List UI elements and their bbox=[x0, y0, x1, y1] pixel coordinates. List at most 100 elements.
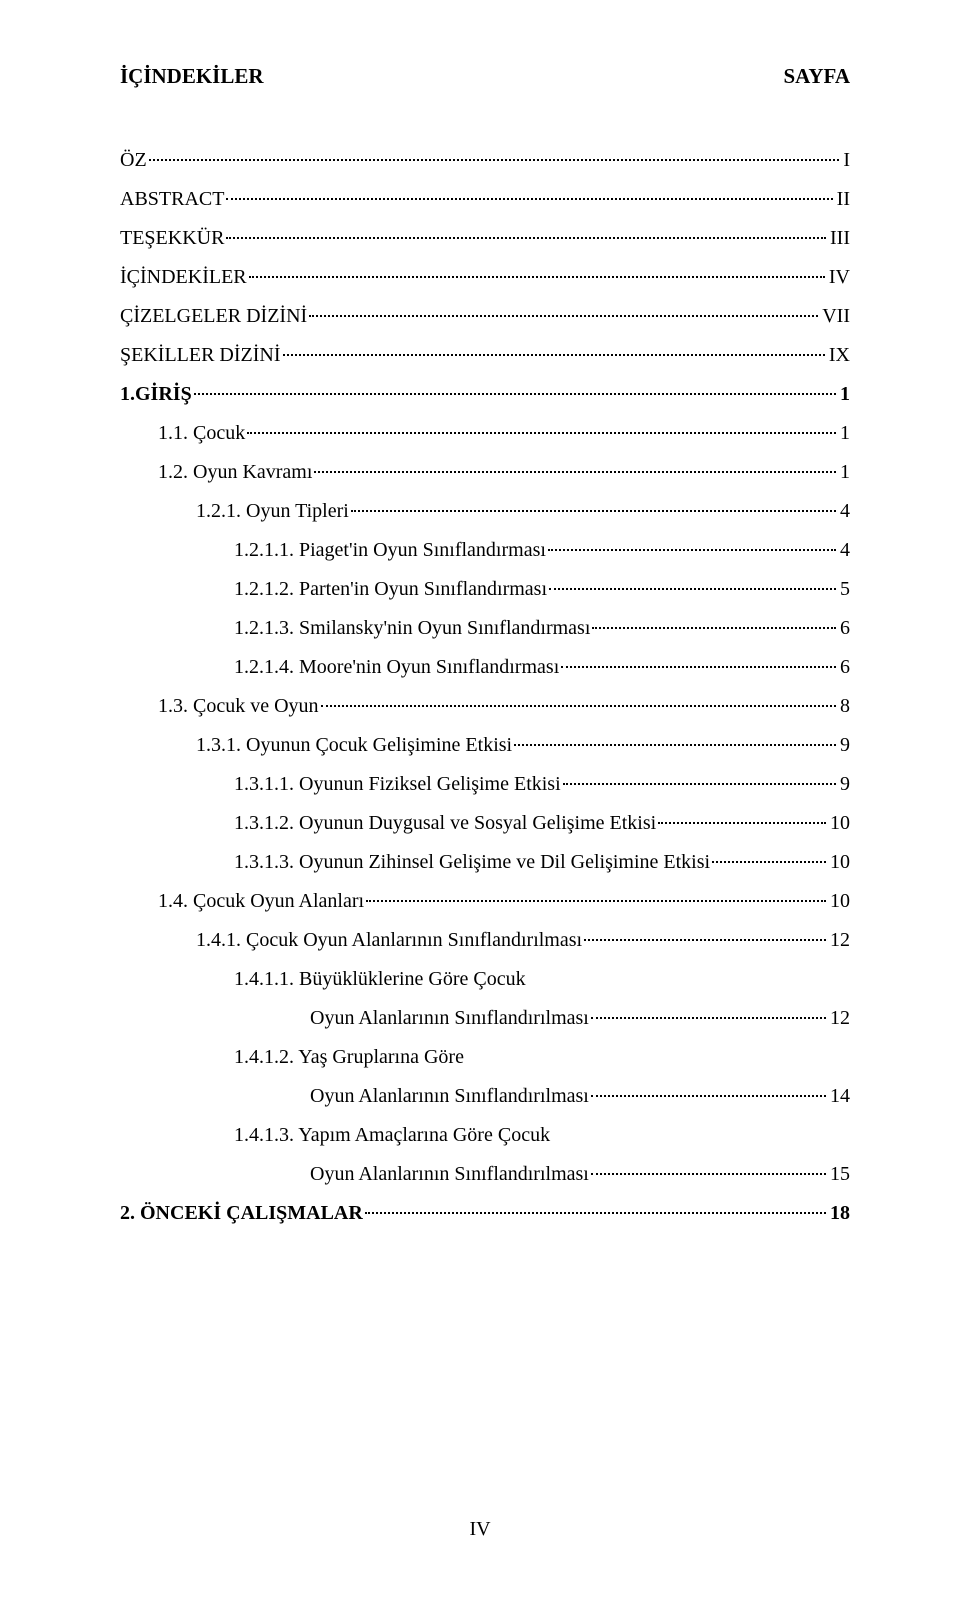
toc-label: 2. ÖNCEKİ ÇALIŞMALAR bbox=[120, 1194, 363, 1233]
toc-entry: Oyun Alanlarının Sınıflandırılması 15 bbox=[120, 1155, 850, 1194]
toc-label: 1.2. Oyun Kavramı bbox=[158, 453, 312, 492]
toc-leader bbox=[584, 939, 826, 941]
toc-leader bbox=[321, 705, 836, 707]
toc-page: 8 bbox=[838, 687, 850, 726]
toc-page: 18 bbox=[828, 1194, 850, 1233]
toc-label: 1.1. Çocuk bbox=[158, 414, 245, 453]
toc-entry: Oyun Alanlarının Sınıflandırılması12 bbox=[120, 999, 850, 1038]
toc-entry: 1.2.1.2. Parten'in Oyun Sınıflandırması 5 bbox=[120, 570, 850, 609]
toc-label: Oyun Alanlarının Sınıflandırılması bbox=[310, 1155, 589, 1194]
toc-label: 1.4.1. Çocuk Oyun Alanlarının Sınıflandı… bbox=[196, 921, 582, 960]
toc-page: 9 bbox=[838, 726, 850, 765]
toc-label: 1.2.1.4. Moore'nin Oyun Sınıflandırması bbox=[234, 648, 559, 687]
page-number: IV bbox=[0, 1510, 960, 1549]
toc-leader bbox=[563, 783, 836, 785]
table-of-contents: ÖZIABSTRACTIITEŞEKKÜRIIIİÇİNDEKİLERIVÇİZ… bbox=[120, 141, 850, 1233]
toc-leader bbox=[658, 822, 826, 824]
toc-leader bbox=[712, 861, 826, 863]
toc-label: 1.3.1.1. Oyunun Fiziksel Gelişime Etkisi bbox=[234, 765, 561, 804]
toc-page: 15 bbox=[828, 1155, 850, 1194]
toc-leader bbox=[366, 900, 826, 902]
toc-page: 6 bbox=[838, 648, 850, 687]
toc-entry: 1.4.1.1. Büyüklüklerine Göre Çocuk bbox=[120, 960, 850, 999]
toc-leader bbox=[149, 159, 840, 161]
toc-leader bbox=[548, 549, 836, 551]
toc-page: IX bbox=[827, 336, 850, 375]
toc-entry: 1.3.1.2. Oyunun Duygusal ve Sosyal Geliş… bbox=[120, 804, 850, 843]
toc-entry: 1.3.1.3. Oyunun Zihinsel Gelişime ve Dil… bbox=[120, 843, 850, 882]
toc-entry: 1.1. Çocuk 1 bbox=[120, 414, 850, 453]
toc-leader bbox=[591, 1017, 826, 1019]
toc-entry: 1.2.1.3. Smilansky'nin Oyun Sınıflandırm… bbox=[120, 609, 850, 648]
toc-page: I bbox=[841, 141, 850, 180]
toc-leader bbox=[365, 1212, 826, 1214]
toc-page: 1 bbox=[838, 453, 850, 492]
toc-label: Oyun Alanlarının Sınıflandırılması bbox=[310, 999, 589, 1038]
toc-label: 1.2.1.3. Smilansky'nin Oyun Sınıflandırm… bbox=[234, 609, 590, 648]
toc-label: 1.3. Çocuk ve Oyun bbox=[158, 687, 319, 726]
toc-page: 4 bbox=[838, 492, 850, 531]
toc-page: 1 bbox=[838, 375, 850, 414]
toc-label: TEŞEKKÜR bbox=[120, 219, 224, 258]
toc-entry: ABSTRACT II bbox=[120, 180, 850, 219]
toc-page: 9 bbox=[838, 765, 850, 804]
toc-label: ŞEKİLLER DİZİNİ bbox=[120, 336, 281, 375]
toc-leader bbox=[247, 432, 836, 434]
toc-page: 14 bbox=[828, 1077, 850, 1116]
toc-page: 10 bbox=[828, 882, 850, 921]
toc-page: VII bbox=[820, 297, 850, 336]
toc-label: Oyun Alanlarının Sınıflandırılması bbox=[310, 1077, 589, 1116]
toc-leader bbox=[283, 354, 825, 356]
toc-entry: 1.4.1.2. Yaş Gruplarına Göre bbox=[120, 1038, 850, 1077]
toc-entry: Oyun Alanlarının Sınıflandırılması 14 bbox=[120, 1077, 850, 1116]
toc-label: ABSTRACT bbox=[120, 180, 224, 219]
toc-entry: 1.4.1.3. Yapım Amaçlarına Göre Çocuk bbox=[120, 1116, 850, 1155]
toc-entry: TEŞEKKÜR III bbox=[120, 219, 850, 258]
toc-entry: 1.GİRİŞ 1 bbox=[120, 375, 850, 414]
toc-leader bbox=[226, 237, 826, 239]
header-right: SAYFA bbox=[783, 56, 850, 97]
toc-page: 6 bbox=[838, 609, 850, 648]
toc-label: 1.4. Çocuk Oyun Alanları bbox=[158, 882, 364, 921]
toc-label: ÇİZELGELER DİZİNİ bbox=[120, 297, 307, 336]
toc-label: 1.4.1.2. Yaş Gruplarına Göre bbox=[234, 1038, 464, 1077]
toc-page: 10 bbox=[828, 804, 850, 843]
toc-label: 1.GİRİŞ bbox=[120, 375, 192, 414]
toc-label: 1.3.1.2. Oyunun Duygusal ve Sosyal Geliş… bbox=[234, 804, 656, 843]
toc-page: 4 bbox=[838, 531, 850, 570]
toc-page: II bbox=[835, 180, 850, 219]
toc-label: 1.4.1.3. Yapım Amaçlarına Göre Çocuk bbox=[234, 1116, 550, 1155]
toc-leader bbox=[351, 510, 836, 512]
toc-entry: 1.4.1. Çocuk Oyun Alanlarının Sınıflandı… bbox=[120, 921, 850, 960]
toc-page: 10 bbox=[828, 843, 850, 882]
toc-leader bbox=[249, 276, 825, 278]
toc-leader bbox=[591, 1095, 826, 1097]
toc-label: 1.2.1.1. Piaget'in Oyun Sınıflandırması bbox=[234, 531, 546, 570]
toc-entry: 1.2.1.4. Moore'nin Oyun Sınıflandırması 6 bbox=[120, 648, 850, 687]
toc-leader bbox=[514, 744, 836, 746]
toc-entry: 1.4. Çocuk Oyun Alanları 10 bbox=[120, 882, 850, 921]
toc-leader bbox=[549, 588, 836, 590]
toc-entry: 1.3.1.1. Oyunun Fiziksel Gelişime Etkisi… bbox=[120, 765, 850, 804]
toc-label: 1.2.1. Oyun Tipleri bbox=[196, 492, 349, 531]
toc-entry: 1.2.1.1. Piaget'in Oyun Sınıflandırması 4 bbox=[120, 531, 850, 570]
toc-page: III bbox=[828, 219, 850, 258]
toc-page: IV bbox=[827, 258, 850, 297]
toc-page: 12 bbox=[828, 921, 850, 960]
toc-entry: 1.3.1. Oyunun Çocuk Gelişimine Etkisi 9 bbox=[120, 726, 850, 765]
header-row: İÇİNDEKİLER SAYFA bbox=[120, 56, 850, 97]
toc-leader bbox=[194, 393, 836, 395]
toc-entry: ÇİZELGELER DİZİNİ VII bbox=[120, 297, 850, 336]
toc-label: 1.3.1. Oyunun Çocuk Gelişimine Etkisi bbox=[196, 726, 512, 765]
toc-leader bbox=[314, 471, 836, 473]
toc-label: İÇİNDEKİLER bbox=[120, 258, 247, 297]
toc-leader bbox=[591, 1173, 826, 1175]
toc-entry: 2. ÖNCEKİ ÇALIŞMALAR 18 bbox=[120, 1194, 850, 1233]
toc-entry: İÇİNDEKİLER IV bbox=[120, 258, 850, 297]
toc-leader bbox=[592, 627, 836, 629]
header-left: İÇİNDEKİLER bbox=[120, 56, 264, 97]
toc-page: 5 bbox=[838, 570, 850, 609]
toc-page: 1 bbox=[838, 414, 850, 453]
toc-label: 1.2.1.2. Parten'in Oyun Sınıflandırması bbox=[234, 570, 547, 609]
toc-label: ÖZ bbox=[120, 141, 147, 180]
